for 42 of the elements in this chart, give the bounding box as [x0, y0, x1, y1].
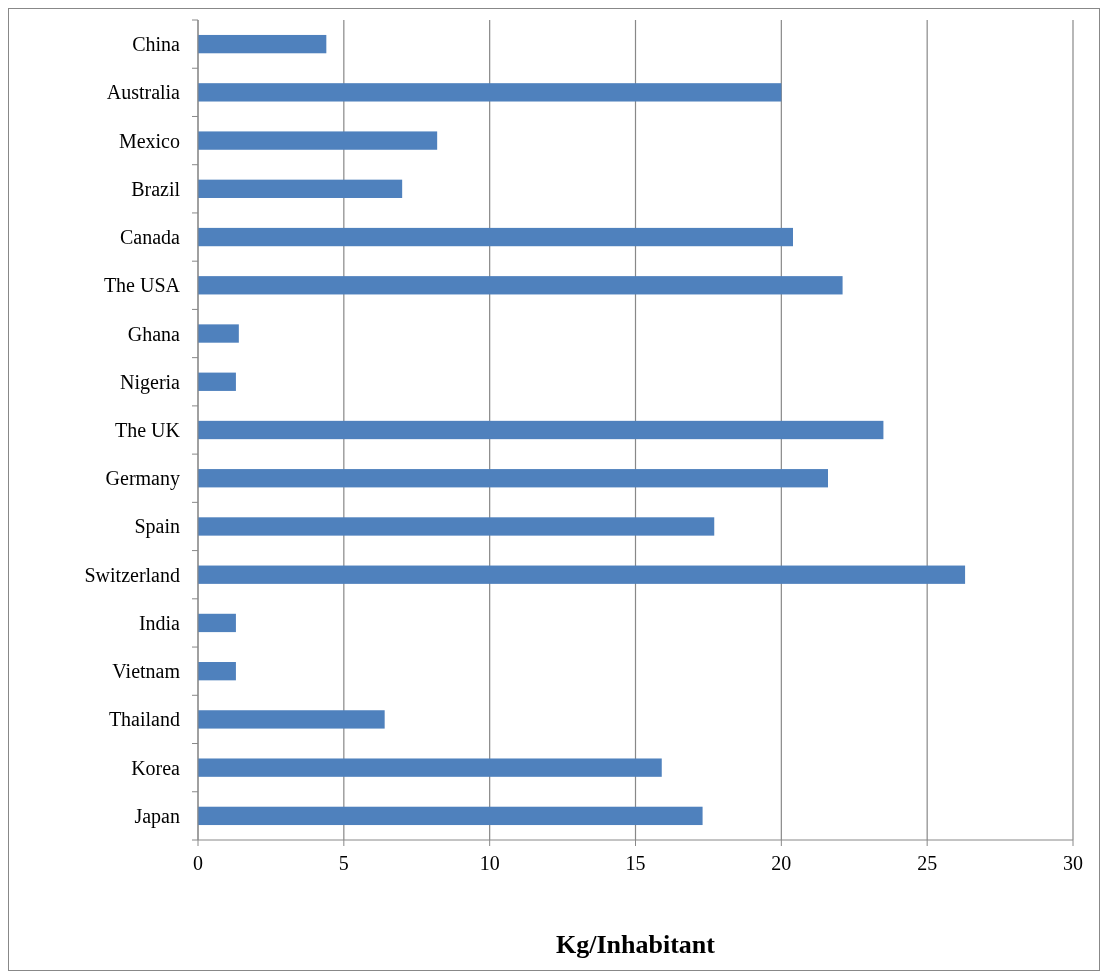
bar: [198, 565, 966, 584]
y-tick-label: Vietnam: [112, 660, 181, 683]
y-tick-label: China: [132, 33, 181, 56]
x-tick-label: 15: [625, 852, 646, 874]
x-tick-label: 25: [917, 852, 938, 874]
y-tick-label: Canada: [120, 226, 181, 249]
y-tick-label: Japan: [134, 804, 180, 828]
x-tick-label: 20: [771, 852, 792, 874]
y-tick-label: Brazil: [131, 177, 181, 200]
bar: [198, 806, 703, 826]
y-tick-label: Ghana: [127, 322, 181, 345]
x-tick-label: 30: [1063, 852, 1083, 874]
y-tick-label: Korea: [131, 756, 181, 779]
y-tick-label: The USA: [103, 274, 181, 297]
bar: [198, 469, 828, 488]
bar: [198, 179, 403, 198]
x-tick-label: 0: [193, 852, 203, 874]
y-tick-label: Thailand: [108, 708, 180, 731]
x-tick-label: 5: [338, 852, 349, 874]
y-tick-label: India: [138, 611, 181, 634]
bar: [198, 613, 236, 633]
y-tick-label: Australia: [106, 81, 181, 104]
y-tick-label: Mexico: [118, 129, 180, 152]
y-tick-label: Germany: [105, 467, 180, 491]
y-tick-label: Switzerland: [84, 563, 180, 586]
bar: [198, 131, 438, 150]
bar: [198, 324, 239, 343]
bar: [198, 517, 715, 536]
bar: [198, 227, 793, 247]
bar: [198, 83, 782, 102]
bar: [198, 420, 884, 440]
bar: [198, 758, 662, 777]
y-tick-label: The UK: [115, 419, 181, 441]
bar: [198, 662, 236, 681]
bar: [198, 372, 236, 391]
bar: [198, 276, 843, 295]
x-tick-label: 10: [479, 852, 500, 874]
y-tick-label: Nigeria: [120, 370, 181, 394]
bar: [198, 34, 327, 54]
x-axis-title: Kg/Inhabitant: [556, 930, 716, 959]
y-tick-label: Spain: [134, 515, 180, 539]
bar: [198, 710, 385, 729]
